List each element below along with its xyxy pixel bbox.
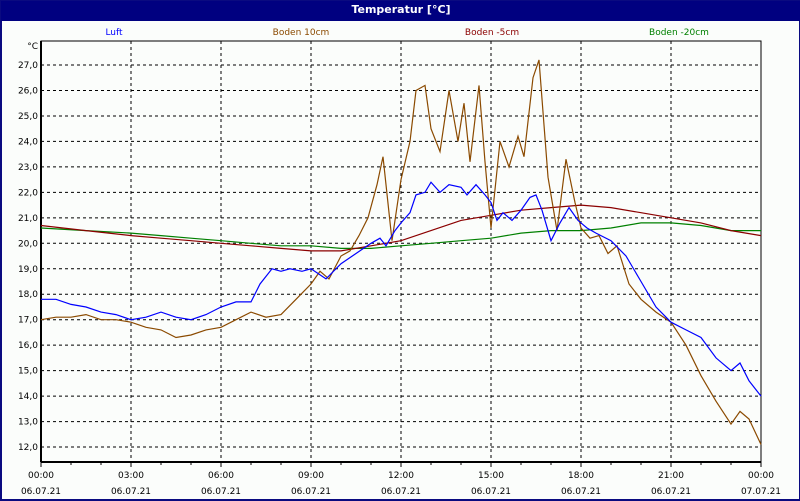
- y-tick-label: 18,0: [18, 290, 38, 300]
- series-line-boden-5cm: [40, 204, 762, 252]
- y-axis-unit: °C: [27, 42, 38, 52]
- series-line-luft: [41, 181, 762, 397]
- y-tick-label: 26,0: [18, 86, 38, 96]
- y-tick-label: 25,0: [18, 112, 38, 122]
- legend-boden-10cm: Boden 10cm: [273, 28, 330, 38]
- x-tick-time: 21:00: [658, 471, 684, 481]
- x-tick-time: 18:00: [568, 471, 594, 481]
- x-tick-date: 06.07.21: [561, 487, 601, 497]
- x-tick-date: 07.07.21: [741, 487, 781, 497]
- y-tick-label: 13,0: [18, 418, 38, 428]
- y-tick-label: 27,0: [18, 61, 38, 71]
- x-tick-time: 00:00: [28, 471, 54, 481]
- chart-title: Temperatur [°C]: [1, 1, 800, 21]
- x-tick-date: 06.07.21: [651, 487, 691, 497]
- y-tick-label: 15,0: [18, 367, 38, 377]
- x-tick-time: 15:00: [478, 471, 504, 481]
- y-tick-label: 20,0: [18, 239, 38, 249]
- x-tick-time: 03:00: [118, 471, 144, 481]
- x-tick-date: 06.07.21: [21, 487, 61, 497]
- y-tick-label: 22,0: [18, 188, 38, 198]
- series-line-boden-20cm: [40, 222, 761, 249]
- y-tick-label: 24,0: [18, 137, 38, 147]
- x-tick-date: 06.07.21: [381, 487, 421, 497]
- x-tick-date: 06.07.21: [471, 487, 511, 497]
- x-tick-time: 09:00: [298, 471, 324, 481]
- series-line-boden-10cm: [40, 59, 762, 445]
- y-tick-label: 17,0: [18, 316, 38, 326]
- x-tick-date: 06.07.21: [111, 487, 151, 497]
- y-tick-label: 19,0: [18, 265, 38, 275]
- x-tick-date: 06.07.21: [291, 487, 331, 497]
- legend-boden-5cm: Boden -5cm: [465, 28, 519, 38]
- x-tick-time: 12:00: [388, 471, 414, 481]
- x-tick-time: 06:00: [208, 471, 234, 481]
- y-tick-label: 12,0: [18, 443, 38, 453]
- legend-boden-20cm: Boden -20cm: [649, 28, 709, 38]
- x-tick-time: 00:00: [748, 471, 774, 481]
- legend-luft: Luft: [105, 28, 123, 38]
- y-tick-label: 21,0: [18, 214, 38, 224]
- x-tick-date: 06.07.21: [201, 487, 241, 497]
- y-tick-label: 23,0: [18, 163, 38, 173]
- y-tick-label: 14,0: [18, 392, 38, 402]
- y-tick-label: 16,0: [18, 341, 38, 351]
